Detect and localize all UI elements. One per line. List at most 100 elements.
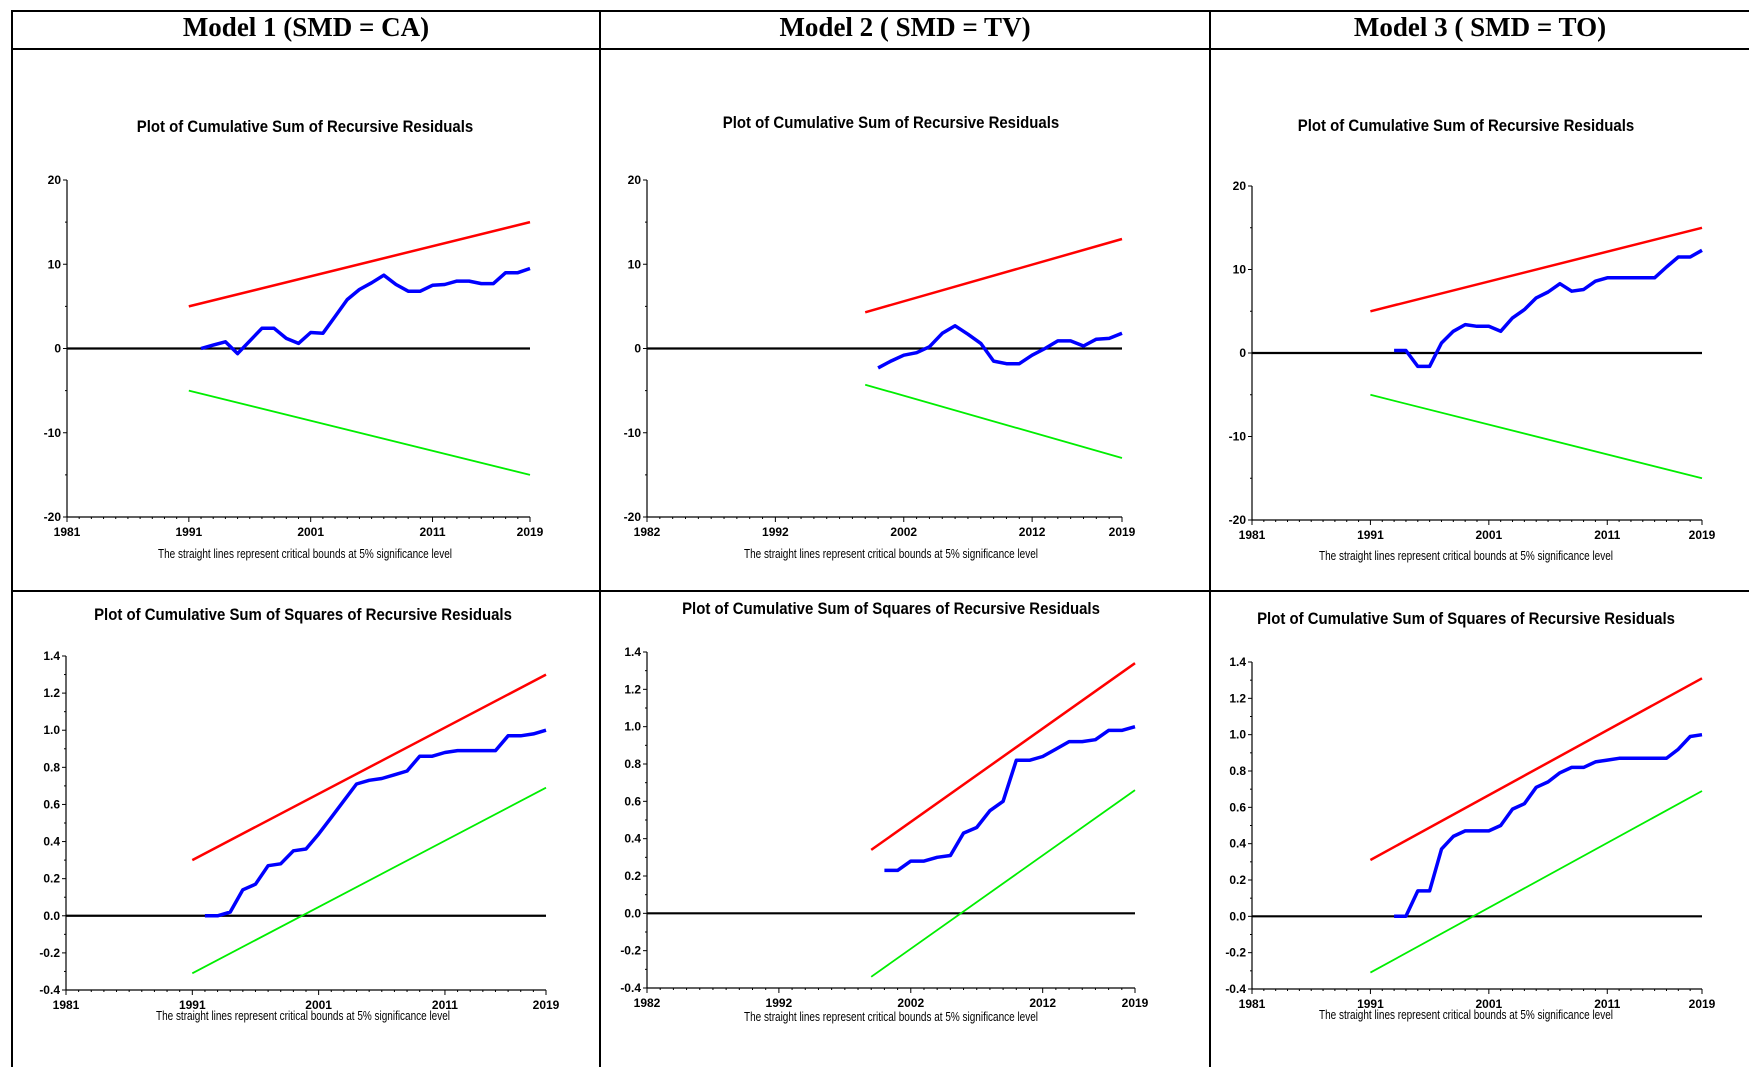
- y-tick-label: 0.4: [43, 835, 60, 849]
- x-tick-label: 1982: [634, 525, 661, 539]
- x-tick-label: 1991: [175, 525, 202, 539]
- y-tick-label: 0.2: [43, 872, 60, 886]
- cusum-sq-line: [204, 728, 547, 918]
- x-tick-label: 2001: [1475, 528, 1502, 542]
- chart-caption: The straight lines represent critical bo…: [1319, 550, 1613, 563]
- y-tick-label: -0.4: [1225, 982, 1246, 996]
- y-tick-label: 20: [48, 173, 62, 187]
- y-tick-label: -0.4: [620, 981, 641, 995]
- model-3-cusum-cell: Plot of Cumulative Sum of Recursive Resi…: [1209, 48, 1749, 592]
- upper-bound-line: [188, 220, 531, 308]
- x-tick-label: 2019: [1109, 525, 1136, 539]
- x-tick-label: 1981: [53, 998, 80, 1012]
- y-tick-label: -10: [624, 426, 642, 440]
- y-tick-label: 0.4: [1229, 837, 1246, 851]
- x-tick-label: 2019: [1689, 528, 1716, 542]
- x-tick-label: 2019: [533, 998, 560, 1012]
- cusum-line: [877, 324, 1123, 370]
- chart-title: Plot of Cumulative Sum of Squares of Rec…: [682, 600, 1100, 618]
- x-tick-label: 1981: [1239, 528, 1266, 542]
- chart-caption: The straight lines represent critical bo…: [744, 1011, 1038, 1024]
- lower-bound-line: [1370, 393, 1703, 480]
- y-tick-label: 0: [54, 342, 61, 356]
- y-tick-label: 0.6: [43, 797, 60, 811]
- y-tick-label: -20: [624, 510, 642, 524]
- y-tick-label: 0: [634, 342, 641, 356]
- y-tick-label: 1.0: [624, 720, 641, 734]
- x-tick-label: 2012: [1029, 996, 1056, 1010]
- x-tick-label: 2019: [1122, 996, 1149, 1010]
- y-tick-label: 10: [48, 257, 62, 271]
- chart-title: Plot of Cumulative Sum of Squares of Rec…: [94, 606, 512, 624]
- x-tick-label: 2002: [897, 996, 924, 1010]
- lower-bound-line: [1369, 790, 1703, 974]
- model-3-cusumsq-chart: Plot of Cumulative Sum of Squares of Rec…: [1225, 610, 1715, 1022]
- chart-caption: The straight lines represent critical bo…: [156, 1010, 450, 1023]
- y-tick-label: -0.2: [39, 946, 60, 960]
- x-tick-label: 2001: [305, 998, 332, 1012]
- y-tick-label: 20: [628, 173, 642, 187]
- y-tick-label: 1.0: [43, 723, 60, 737]
- y-tick-label: -0.2: [1225, 946, 1246, 960]
- x-tick-label: 1981: [1239, 997, 1266, 1011]
- cusum-row: Plot of Cumulative Sum of Recursive Resi…: [11, 48, 1749, 592]
- cusum-sq-line: [1394, 732, 1703, 919]
- upper-bound-line: [191, 673, 547, 862]
- figure-grid: Model 1 (SMD = CA) Model 2 ( SMD = TV) M…: [11, 10, 1749, 1067]
- x-tick-label: 2011: [1594, 528, 1620, 542]
- x-tick-label: 1981: [54, 525, 81, 539]
- x-tick-label: 2011: [1594, 997, 1620, 1011]
- y-tick-label: 10: [1233, 263, 1247, 277]
- lower-bound-line: [188, 389, 531, 476]
- y-tick-label: 1.4: [1229, 655, 1246, 669]
- cusum-sq-line: [884, 725, 1136, 873]
- chart-caption: The straight lines represent critical bo…: [744, 548, 1038, 561]
- x-tick-label: 2001: [1475, 997, 1502, 1011]
- lower-bound-line: [191, 786, 547, 975]
- x-tick-label: 1991: [179, 998, 206, 1012]
- chart-title: Plot of Cumulative Sum of Recursive Resi…: [137, 118, 474, 136]
- model-3-cusum-chart: Plot of Cumulative Sum of Recursive Resi…: [1229, 117, 1716, 563]
- chart-title: Plot of Cumulative Sum of Recursive Resi…: [723, 114, 1060, 132]
- y-tick-label: -20: [1229, 513, 1247, 527]
- y-tick-label: 1.2: [1229, 691, 1246, 705]
- x-tick-label: 1991: [1357, 528, 1384, 542]
- y-tick-label: 0.6: [624, 794, 641, 808]
- cusumsq-row: Plot of Cumulative Sum of Squares of Rec…: [11, 590, 1749, 1067]
- model-1-cusum-chart: Plot of Cumulative Sum of Recursive Resi…: [44, 118, 544, 561]
- model-2-cusumsq-chart: Plot of Cumulative Sum of Squares of Rec…: [620, 600, 1149, 1024]
- x-tick-label: 2011: [420, 525, 446, 539]
- upper-bound-line: [1370, 226, 1703, 313]
- upper-bound-line: [870, 662, 1136, 851]
- y-tick-label: -10: [44, 426, 62, 440]
- model-2-cusum-cell: Plot of Cumulative Sum of Recursive Resi…: [599, 48, 1211, 592]
- model-2-cusum-chart: Plot of Cumulative Sum of Recursive Resi…: [624, 114, 1136, 561]
- y-tick-label: 0.8: [624, 757, 641, 771]
- x-tick-label: 2012: [1019, 525, 1046, 539]
- lower-bound-line: [864, 383, 1123, 459]
- y-tick-label: 0.4: [624, 832, 641, 846]
- cusum-line: [200, 266, 531, 356]
- upper-bound-line: [1369, 677, 1703, 862]
- y-tick-label: 0.0: [624, 906, 641, 920]
- chart-caption: The straight lines represent critical bo…: [1319, 1009, 1613, 1022]
- y-tick-label: 0.2: [1229, 873, 1246, 887]
- model-1-cusumsq-chart: Plot of Cumulative Sum of Squares of Rec…: [39, 606, 560, 1023]
- upper-bound-line: [864, 237, 1123, 314]
- model-1-cusum-cell: Plot of Cumulative Sum of Recursive Resi…: [11, 48, 601, 592]
- x-tick-label: 2002: [890, 525, 917, 539]
- y-tick-label: -0.2: [620, 944, 641, 958]
- chart-title: Plot of Cumulative Sum of Squares of Rec…: [1257, 610, 1675, 628]
- x-tick-label: 2011: [432, 998, 458, 1012]
- y-tick-label: -20: [44, 510, 62, 524]
- model-1-title: Model 1 (SMD = CA): [11, 10, 601, 50]
- model-3-cusumsq-cell: Plot of Cumulative Sum of Squares of Rec…: [1209, 590, 1749, 1067]
- y-tick-label: 1.4: [624, 645, 641, 659]
- y-tick-label: 1.2: [624, 682, 641, 696]
- x-tick-label: 1991: [1357, 997, 1384, 1011]
- y-tick-label: 20: [1233, 179, 1247, 193]
- y-tick-label: 10: [628, 257, 642, 271]
- x-tick-label: 1992: [762, 525, 789, 539]
- y-tick-label: 0: [1239, 346, 1246, 360]
- y-tick-label: 0.2: [624, 869, 641, 883]
